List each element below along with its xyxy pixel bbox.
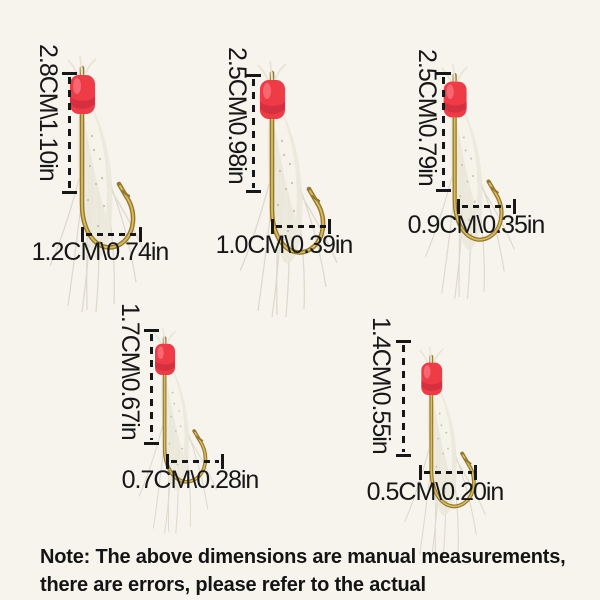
hook1-height-dimension-line — [62, 72, 77, 194]
hook2-gap-label: 1.0CM\0.39in — [215, 231, 354, 259]
hook5-height-label: 1.4CM\0.55in — [367, 317, 395, 454]
hook2-height-dimension-line — [246, 74, 261, 193]
dimension-cap — [457, 199, 460, 214]
hook5-gap-label: 0.5CM\0.20in — [366, 478, 505, 506]
dimension-cap — [81, 227, 84, 242]
dimension-cap — [144, 329, 159, 332]
hook3-gap-label: 0.9CM\0.35in — [407, 211, 546, 239]
hook3-gap-dimension-line — [457, 199, 516, 214]
dimension-cap — [271, 219, 274, 234]
dimension-dashes — [462, 205, 511, 208]
dimension-cap — [246, 74, 261, 77]
dimension-cap — [62, 191, 77, 194]
dimension-cap — [419, 465, 422, 480]
hook2-height-label: 2.5CM\0.98in — [223, 47, 251, 184]
dimension-cap — [436, 72, 451, 75]
dimension-cap — [396, 340, 411, 343]
dimension-cap — [221, 454, 224, 469]
dimension-cap — [474, 465, 477, 480]
dimension-cap — [62, 72, 77, 75]
dimension-cap — [246, 190, 261, 193]
hook1-height-label: 2.8CM\1.10in — [34, 44, 62, 181]
dimension-cap — [139, 227, 142, 242]
measurement-disclaimer-note: Note: The above dimensions are manual me… — [40, 544, 580, 599]
dimension-dashes — [252, 79, 255, 188]
dimension-cap — [328, 219, 331, 234]
hook4-height-dimension-line — [144, 329, 159, 445]
dimension-dashes — [171, 460, 219, 463]
dimension-dashes — [68, 77, 71, 189]
dimension-dashes — [402, 345, 405, 452]
hook1-gap-label: 1.2CM\0.74in — [31, 238, 170, 266]
hook5-height-dimension-line — [396, 340, 411, 457]
note-line-1: Note: The above dimensions are manual me… — [40, 546, 566, 568]
lure-figure-5 — [402, 345, 488, 562]
hook1-gap-dimension-line — [81, 227, 142, 242]
hook3-height-dimension-line — [436, 72, 451, 192]
note-line-2: there are errors, please refer to the ac… — [40, 573, 426, 596]
hook2-gap-dimension-line — [271, 219, 331, 234]
dimension-dashes — [150, 334, 153, 440]
dimension-dashes — [424, 471, 472, 474]
dimension-dashes — [276, 225, 326, 228]
hook4-gap-label: 0.7CM\0.28in — [121, 466, 260, 494]
hook4-height-label: 1.7CM\0.67in — [116, 303, 144, 440]
hook4-gap-dimension-line — [166, 454, 224, 469]
hook3-height-label: 2.5CM\0.79in — [413, 49, 441, 186]
dimension-dashes — [442, 77, 445, 187]
dimension-cap — [166, 454, 169, 469]
dimension-cap — [436, 189, 451, 192]
hook5-gap-dimension-line — [419, 465, 477, 480]
dimension-cap — [396, 454, 411, 457]
dimension-dashes — [86, 233, 137, 236]
dimension-cap — [513, 199, 516, 214]
dimension-cap — [144, 442, 159, 445]
